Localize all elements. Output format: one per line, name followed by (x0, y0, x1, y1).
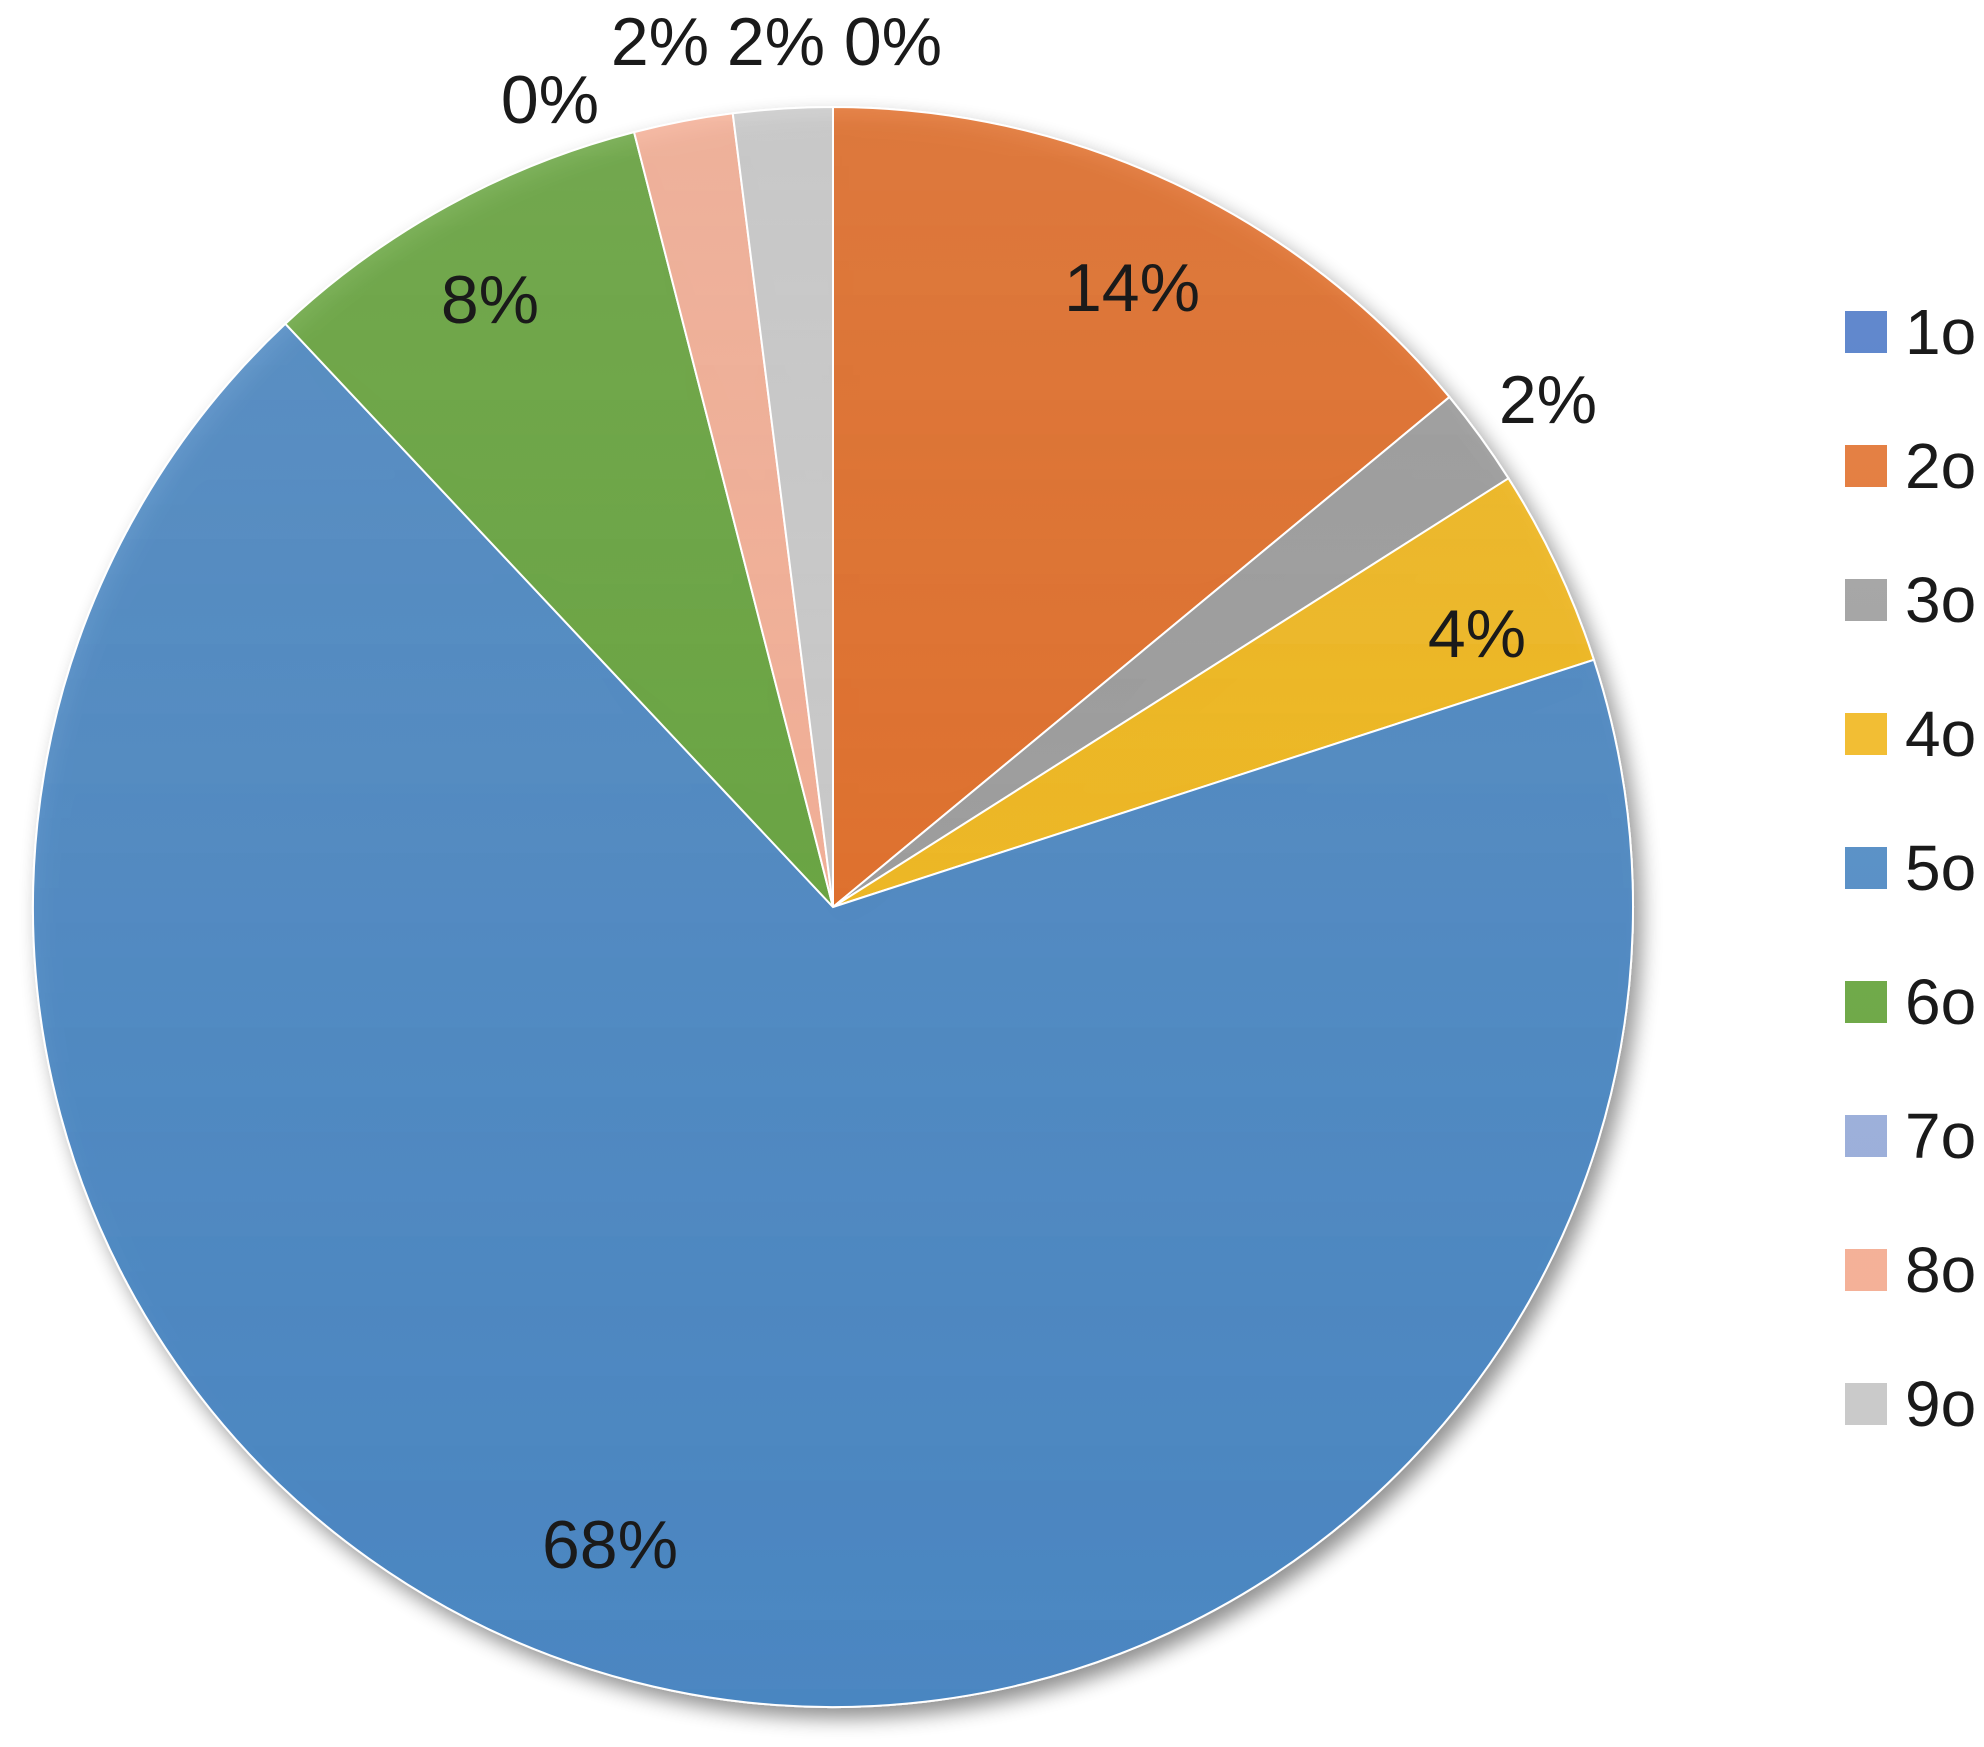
data-label-5o: 68% (542, 1507, 678, 1583)
legend-label-9o: 9o (1905, 1368, 1976, 1440)
legend-label-5o: 5o (1905, 832, 1976, 904)
pie-slices (32, 105, 1634, 1708)
legend-label-1o: 1o (1905, 296, 1976, 368)
legend-swatch-1o (1845, 311, 1887, 353)
legend-swatch-8o (1845, 1249, 1887, 1291)
legend-swatch-7o (1845, 1115, 1887, 1157)
pie-slice-2o (832, 105, 1451, 910)
legend-label-3o: 3o (1905, 564, 1976, 636)
pie-slice-9o (731, 105, 834, 908)
legend-swatch-9o (1845, 1383, 1887, 1425)
legend-label-4o: 4o (1905, 698, 1976, 770)
pie-slice-6o (283, 130, 834, 908)
data-label-4o: 4% (1428, 596, 1526, 672)
data-label-2o: 14% (1064, 250, 1200, 326)
pie-slice-5o (32, 322, 1634, 1708)
data-label-8o: 2% (611, 4, 709, 80)
legend-label-2o: 2o (1905, 430, 1976, 502)
legend-swatch-4o (1845, 713, 1887, 755)
data-label-6o: 8% (441, 262, 539, 338)
pie-slice-4o (832, 476, 1596, 908)
legend-swatch-3o (1845, 579, 1887, 621)
data-label-9o: 2% (727, 4, 825, 80)
legend-swatch-2o (1845, 445, 1887, 487)
legend: 1o 2o 3o 4o 5o 6o 7o 8o 9o (1845, 296, 1976, 1440)
legend-label-6o: 6o (1905, 966, 1976, 1038)
legend-label-8o: 8o (1905, 1234, 1976, 1306)
pie-data-labels: 0%14%2%4%68%8%0%2% 2% (441, 4, 1597, 1583)
legend-label-7o: 7o (1905, 1100, 1976, 1172)
legend-swatch-5o (1845, 847, 1887, 889)
data-label-7o: 0% (844, 4, 942, 80)
legend-swatch-6o (1845, 981, 1887, 1023)
data-label-3o: 2% (1499, 362, 1597, 438)
data-label-1o: 0% (501, 62, 599, 138)
